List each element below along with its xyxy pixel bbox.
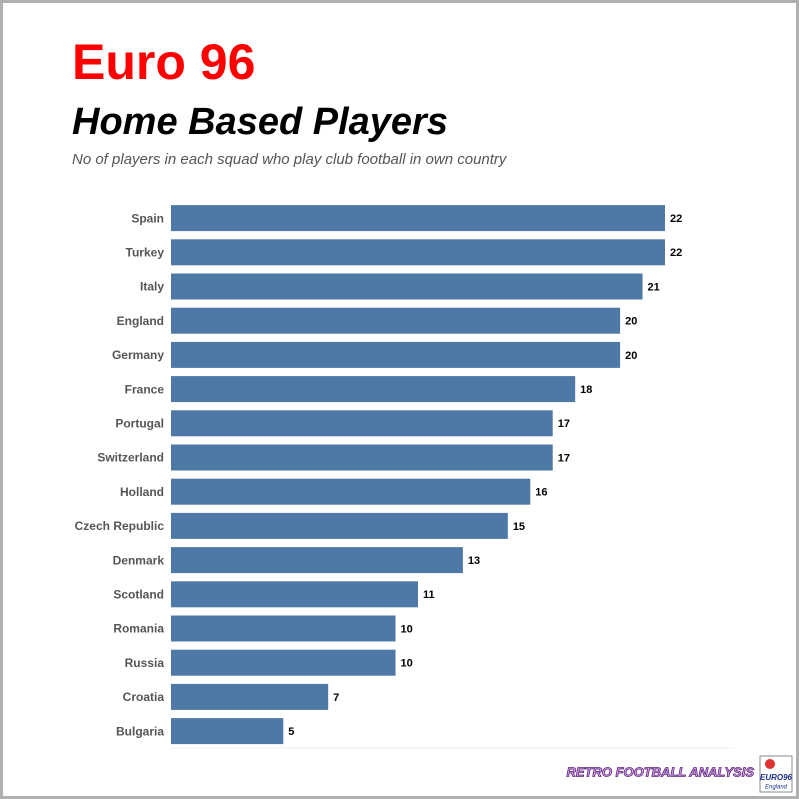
value-label: 7 xyxy=(333,692,339,704)
y-tick-label: Turkey xyxy=(126,245,165,259)
value-label: 18 xyxy=(580,384,592,396)
bar xyxy=(171,307,621,334)
bar xyxy=(171,649,396,676)
bar xyxy=(171,718,284,745)
chart-title: Euro 96 xyxy=(72,34,255,90)
bar xyxy=(171,444,553,471)
y-tick-label: Italy xyxy=(140,280,164,294)
bar xyxy=(171,581,418,608)
bar xyxy=(171,478,531,505)
value-label: 5 xyxy=(288,726,294,738)
value-label: 21 xyxy=(648,281,660,293)
bar xyxy=(171,683,329,710)
bar xyxy=(171,376,576,403)
logo-text: EURO96 xyxy=(760,773,793,782)
value-label: 20 xyxy=(625,316,637,328)
logo-icon xyxy=(765,759,775,769)
value-label: 11 xyxy=(423,589,435,601)
value-label: 17 xyxy=(558,418,570,430)
y-tick-label: Czech Republic xyxy=(75,519,165,533)
y-tick-label: Germany xyxy=(112,348,164,362)
bar xyxy=(171,410,553,437)
y-tick-label: Scotland xyxy=(113,587,164,601)
value-label: 10 xyxy=(401,658,413,670)
bar xyxy=(171,615,396,642)
y-tick-label: Croatia xyxy=(123,690,165,704)
value-label: 22 xyxy=(670,213,682,225)
value-label: 13 xyxy=(468,555,480,567)
value-label: 16 xyxy=(535,487,547,499)
y-tick-label: Holland xyxy=(120,485,164,499)
value-label: 10 xyxy=(401,623,413,635)
chart-subtitle: Home Based Players xyxy=(72,101,448,143)
y-tick-label: Denmark xyxy=(113,553,165,567)
bar xyxy=(171,273,643,300)
logo-subtext: England xyxy=(765,785,788,791)
bar xyxy=(171,547,463,574)
y-tick-label: Romania xyxy=(113,622,164,636)
logo-box xyxy=(759,755,793,793)
y-tick-label: Switzerland xyxy=(97,451,164,465)
y-tick-label: France xyxy=(125,382,165,396)
value-label: 20 xyxy=(625,350,637,362)
value-label: 22 xyxy=(670,247,682,259)
bar xyxy=(171,205,665,232)
y-tick-label: Portugal xyxy=(115,416,164,430)
bar xyxy=(171,341,621,368)
y-tick-label: Spain xyxy=(131,211,164,225)
bar xyxy=(171,512,508,539)
y-tick-label: Russia xyxy=(125,656,165,670)
y-tick-label: England xyxy=(117,314,164,328)
y-tick-label: Bulgaria xyxy=(116,724,164,738)
value-label: 17 xyxy=(558,452,570,464)
footer-brand: RETRO FOOTBALL ANALYSIS xyxy=(566,764,754,779)
bar xyxy=(171,239,665,266)
value-label: 15 xyxy=(513,521,525,533)
chart-caption: No of players in each squad who play clu… xyxy=(72,151,508,168)
